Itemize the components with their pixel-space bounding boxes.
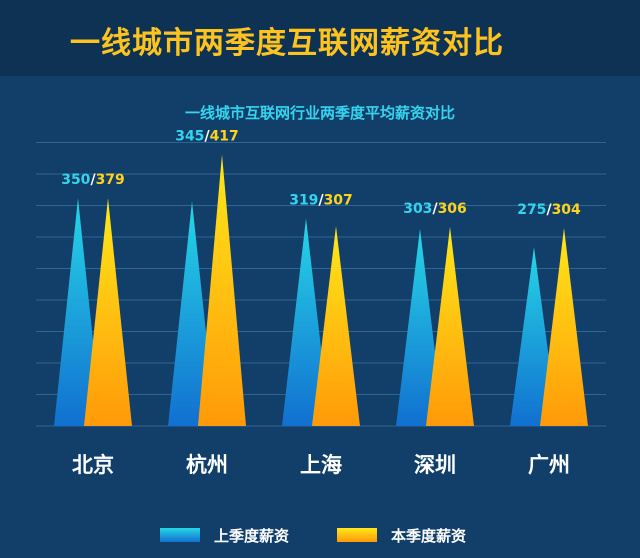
legend-label-curr: 本季度薪资 <box>391 526 467 545</box>
data-label-2: 319/307 <box>289 192 353 208</box>
bar-curr-4 <box>540 228 588 426</box>
bar-curr-0 <box>84 198 132 426</box>
data-label-3: 303/306 <box>403 201 467 217</box>
legend-swatch-prev <box>160 528 200 542</box>
category-label-2: 上海 <box>300 453 342 477</box>
data-label-1: 345/417 <box>175 128 239 144</box>
bar-curr-3 <box>426 226 474 426</box>
chart-title: 一线城市互联网行业两季度平均薪资对比 <box>184 104 455 122</box>
legend-swatch-curr <box>337 528 377 542</box>
legend-item-prev: 上季度薪资 <box>160 523 289 547</box>
bar-curr-2 <box>312 226 360 426</box>
page-title: 一线城市两季度互联网薪资对比 <box>70 26 504 61</box>
data-label-4: 275/304 <box>517 202 581 218</box>
category-label-3: 深圳 <box>414 453 456 477</box>
bar-prev-0 <box>54 198 102 426</box>
data-label-0: 350/379 <box>61 172 125 188</box>
category-label-1: 杭州 <box>186 453 228 477</box>
category-label-0: 北京 <box>72 453 114 477</box>
title-banner: 一线城市两季度互联网薪资对比 <box>0 0 640 76</box>
legend-item-curr: 本季度薪资 <box>337 523 466 547</box>
bar-curr-1 <box>198 154 246 426</box>
legend-label-prev: 上季度薪资 <box>214 526 290 545</box>
category-label-4: 广州 <box>528 453 570 477</box>
bar-prev-2 <box>282 218 330 426</box>
